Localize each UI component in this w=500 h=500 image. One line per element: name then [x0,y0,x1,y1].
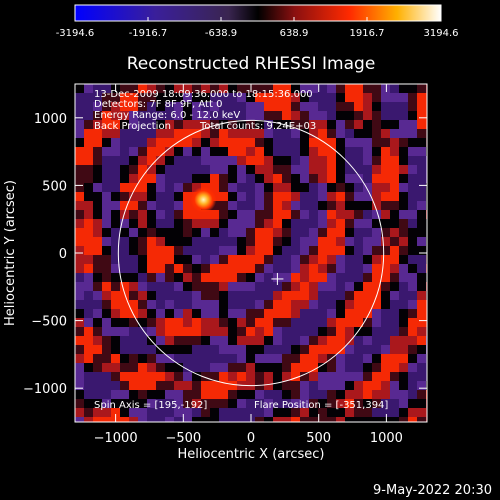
y-tick-label: 500 [42,179,67,194]
x-tick-label: 0 [247,431,255,446]
annotation-time: 13-Dec-2009 18:09:36.000 to 18:15:36.000 [94,89,313,100]
spin-axis-marker [271,272,284,285]
flare-source [190,186,217,213]
flare-position-label: Flare Position = [-351,394] [254,400,388,411]
spin-axis-label: Spin Axis = [195,-192] [94,400,207,411]
x-tick-label: 1000 [370,431,403,446]
chart-title: Reconstructed RHESSI Image [127,54,376,74]
y-tick-label: 0 [59,247,67,262]
timestamp: 9-May-2022 20:30 [373,483,492,498]
colorbar-tick-label: 638.9 [280,28,309,39]
colorbar [74,4,442,22]
y-tick-label: −500 [31,315,67,330]
solar-disk-outline [117,119,385,387]
colorbar-tick-label: 1916.7 [350,28,385,39]
y-axis-label: Heliocentric Y (arcsec) [3,180,18,326]
colorbar-tick-label: -3194.6 [56,28,95,39]
annotation-energy: Energy Range: 6.0 - 12.0 keV [94,110,240,121]
colorbar-tick-label: -1916.7 [129,28,168,39]
heatmap-area [75,84,427,422]
x-tick-label: −500 [165,431,201,446]
x-axis-ticks: −1000 −500 0 500 1000 [94,84,403,446]
y-tick-label: 1000 [34,112,67,127]
y-axis-ticks: −1000 −500 0 500 1000 [23,112,427,397]
colorbar-ticks: -3194.6 -1916.7 -638.9 638.9 1916.7 3194.6 [56,17,459,39]
colorbar-tick-label: -638.9 [205,28,237,39]
x-axis-label: Heliocentric X (arcsec) [178,447,325,462]
y-tick-label: −1000 [23,382,67,397]
annotation-detectors: Detectors: 7F 8F 9F, Att 0 [94,99,222,110]
colorbar-tick-label: 3194.6 [424,28,459,39]
x-tick-label: −1000 [94,431,138,446]
annotation-method: Back Projection [94,121,171,132]
annotation-block: 13-Dec-2009 18:09:36.000 to 18:15:36.000… [94,89,316,132]
annotation-counts: Total counts: 9.24E+03 [199,121,316,132]
x-tick-label: 500 [306,431,331,446]
